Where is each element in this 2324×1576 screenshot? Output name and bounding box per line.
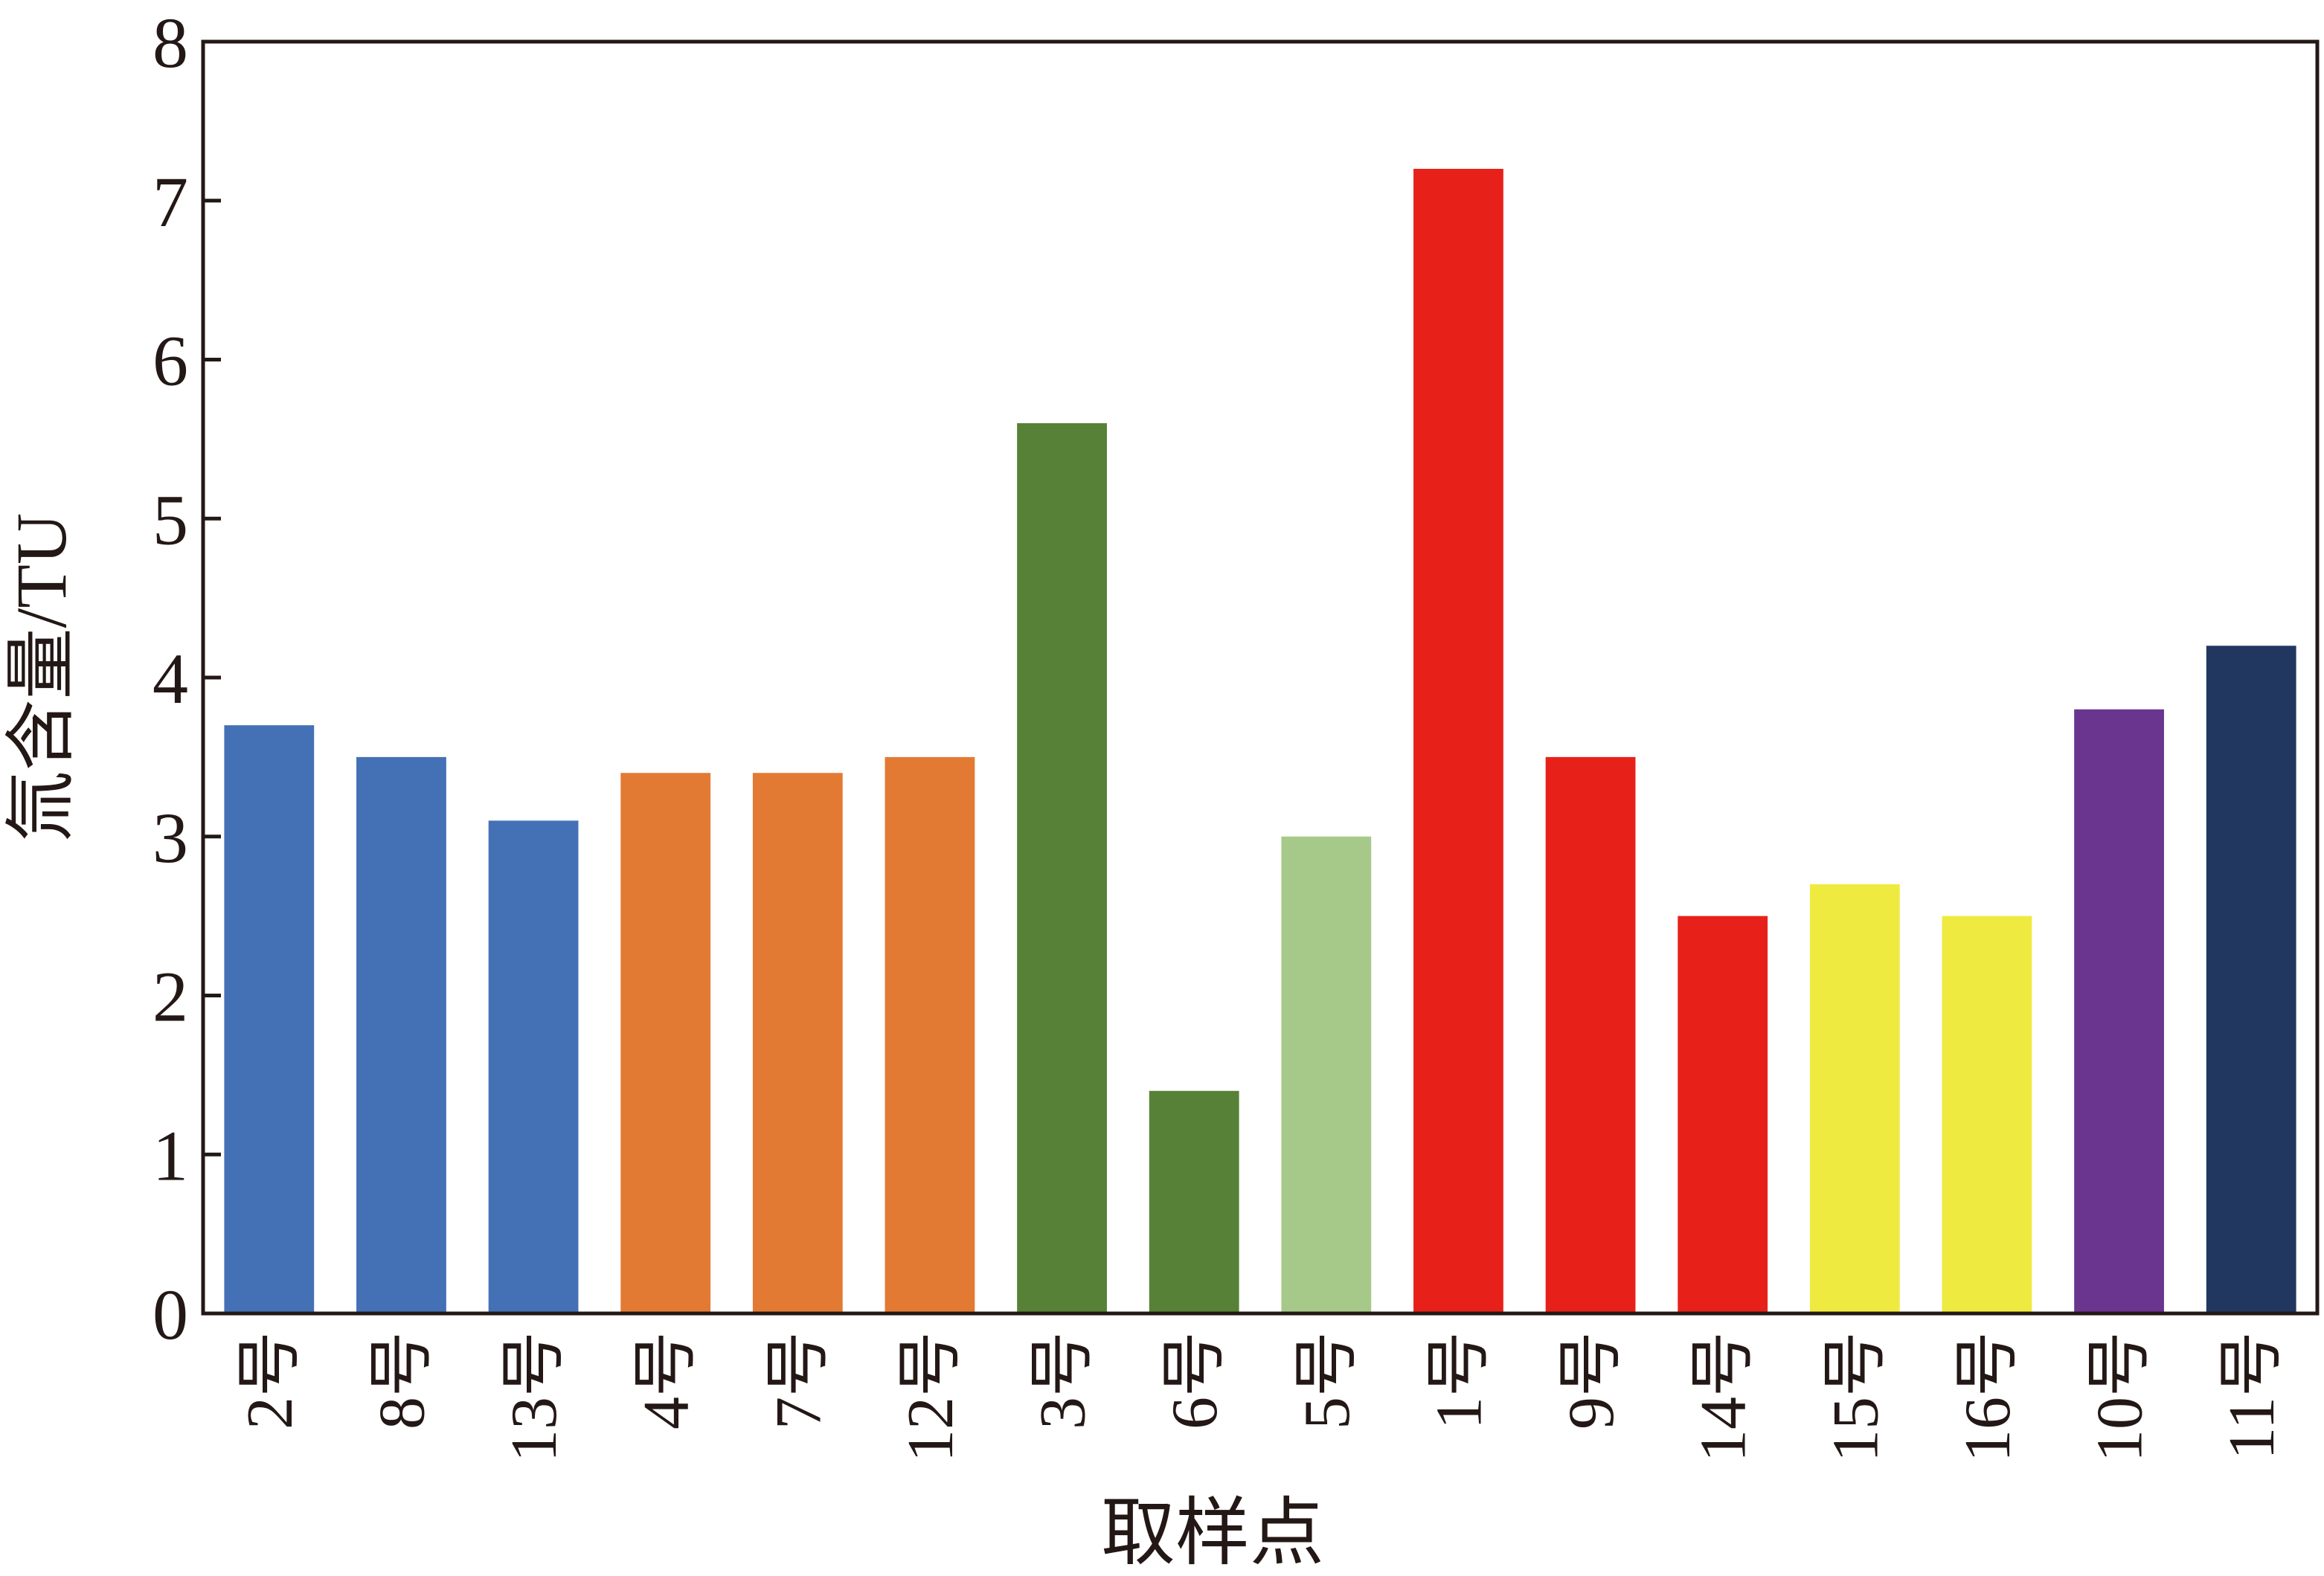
x-tick-label: 1号 — [1423, 1331, 1495, 1429]
y-tick-label: 5 — [153, 480, 188, 559]
x-tick-label: 4号 — [631, 1331, 703, 1429]
bar — [2206, 646, 2296, 1313]
bar — [488, 820, 579, 1313]
x-tick-label: 13号 — [498, 1331, 571, 1462]
x-tick-label: 16号 — [1952, 1331, 2024, 1462]
y-tick-label: 1 — [153, 1116, 188, 1195]
y-tick-label: 3 — [153, 798, 188, 878]
x-axis-label: 取样点 — [1101, 1492, 1324, 1575]
x-tick-label: 15号 — [1820, 1331, 1892, 1462]
x-tick-label: 3号 — [1027, 1331, 1100, 1429]
bar — [620, 773, 711, 1313]
x-tick-label: 11号 — [2216, 1331, 2288, 1460]
x-tick-label: 6号 — [1159, 1331, 1231, 1429]
y-tick-label: 8 — [153, 3, 188, 83]
y-axis-label: 氚含量/TU — [1, 513, 81, 843]
bar — [1809, 884, 1900, 1313]
bar — [1017, 423, 1107, 1313]
y-tick-label: 7 — [153, 162, 188, 242]
bar — [224, 725, 315, 1313]
x-tick-label: 7号 — [763, 1331, 835, 1429]
bar — [1678, 916, 1768, 1313]
y-tick-label: 4 — [153, 639, 188, 718]
bar — [1281, 836, 1372, 1313]
bar — [1942, 916, 2032, 1313]
plot-frame — [201, 39, 2320, 1316]
bar — [885, 756, 975, 1313]
x-tick-label: 8号 — [366, 1331, 438, 1429]
x-tick-label: 14号 — [1688, 1331, 1760, 1462]
bar — [1545, 756, 1636, 1313]
bar — [1413, 169, 1503, 1313]
x-tick-label: 2号 — [234, 1331, 306, 1429]
bar — [752, 773, 843, 1313]
x-tick-label: 9号 — [1556, 1331, 1628, 1429]
bar — [1149, 1090, 1239, 1313]
x-tick-label: 10号 — [2084, 1331, 2157, 1462]
bar — [2074, 709, 2164, 1313]
x-tick-label: 5号 — [1291, 1331, 1364, 1429]
y-tick-label: 6 — [153, 321, 188, 401]
x-tick-label: 12号 — [895, 1331, 967, 1462]
y-tick-label: 0 — [153, 1275, 188, 1354]
bar — [356, 756, 446, 1313]
y-tick-label: 2 — [153, 957, 188, 1037]
